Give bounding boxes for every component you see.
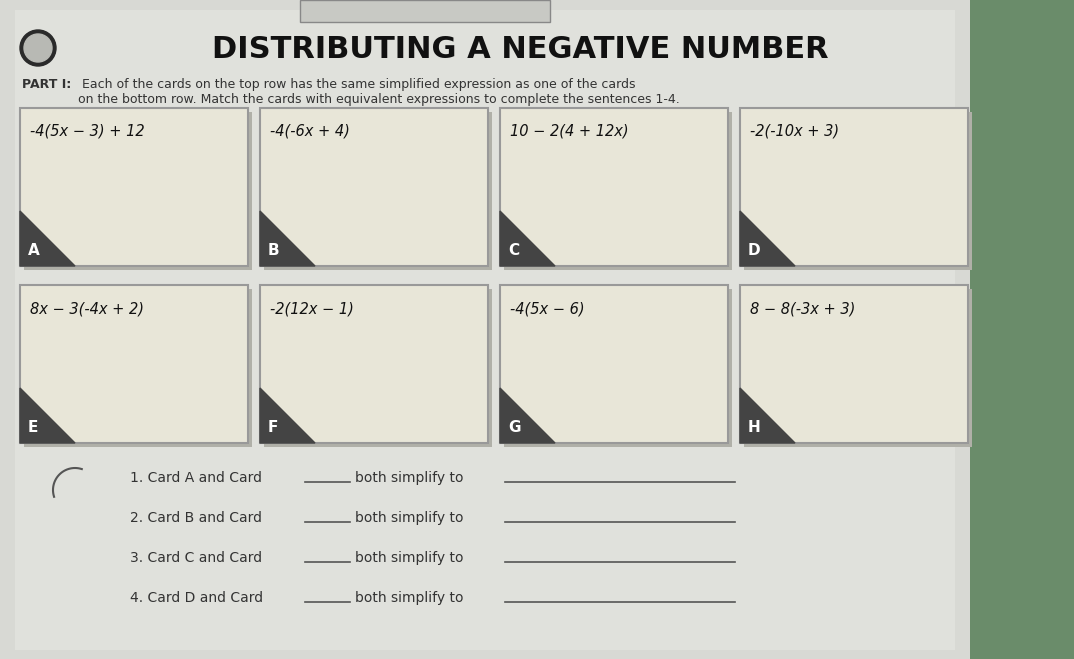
Text: H: H xyxy=(748,420,760,435)
FancyBboxPatch shape xyxy=(740,108,968,266)
Text: 8x − 3(-4x + 2): 8x − 3(-4x + 2) xyxy=(30,301,144,316)
Text: Each of the cards on the top row has the same simplified expression as one of th: Each of the cards on the top row has the… xyxy=(78,78,680,106)
FancyBboxPatch shape xyxy=(740,285,968,443)
Text: 3. Card C and Card: 3. Card C and Card xyxy=(130,551,262,565)
Text: -2(-10x + 3): -2(-10x + 3) xyxy=(750,124,839,139)
Text: D: D xyxy=(748,243,760,258)
Polygon shape xyxy=(500,211,555,266)
Text: C: C xyxy=(508,243,519,258)
FancyBboxPatch shape xyxy=(744,289,972,447)
FancyBboxPatch shape xyxy=(264,112,492,270)
Text: PART I:: PART I: xyxy=(21,78,71,91)
Text: both simplify to: both simplify to xyxy=(355,511,464,525)
Text: both simplify to: both simplify to xyxy=(355,471,464,485)
FancyBboxPatch shape xyxy=(500,108,728,266)
Polygon shape xyxy=(260,388,315,443)
FancyBboxPatch shape xyxy=(950,0,1074,659)
Text: DISTRIBUTING A NEGATIVE NUMBER: DISTRIBUTING A NEGATIVE NUMBER xyxy=(212,36,828,65)
Text: both simplify to: both simplify to xyxy=(355,591,464,605)
Text: both simplify to: both simplify to xyxy=(355,551,464,565)
Text: G: G xyxy=(508,420,521,435)
FancyBboxPatch shape xyxy=(24,289,252,447)
FancyBboxPatch shape xyxy=(744,112,972,270)
Text: 1. Card A and Card: 1. Card A and Card xyxy=(130,471,262,485)
FancyBboxPatch shape xyxy=(20,285,248,443)
Text: 8 − 8(-3x + 3): 8 − 8(-3x + 3) xyxy=(750,301,855,316)
FancyBboxPatch shape xyxy=(504,289,732,447)
Text: -2(12x − 1): -2(12x − 1) xyxy=(270,301,353,316)
FancyBboxPatch shape xyxy=(264,289,492,447)
Polygon shape xyxy=(500,388,555,443)
Text: F: F xyxy=(268,420,278,435)
Polygon shape xyxy=(740,211,795,266)
FancyBboxPatch shape xyxy=(24,112,252,270)
Text: A: A xyxy=(28,243,40,258)
Text: 10 − 2(4 + 12x): 10 − 2(4 + 12x) xyxy=(510,124,628,139)
Text: B: B xyxy=(268,243,279,258)
Text: -4(5x − 6): -4(5x − 6) xyxy=(510,301,584,316)
Polygon shape xyxy=(20,211,75,266)
Circle shape xyxy=(20,30,56,66)
Polygon shape xyxy=(260,211,315,266)
Text: 2. Card B and Card: 2. Card B and Card xyxy=(130,511,262,525)
FancyBboxPatch shape xyxy=(500,285,728,443)
Circle shape xyxy=(24,34,52,62)
FancyBboxPatch shape xyxy=(20,108,248,266)
Text: -4(-6x + 4): -4(-6x + 4) xyxy=(270,124,350,139)
Polygon shape xyxy=(740,388,795,443)
FancyBboxPatch shape xyxy=(260,285,488,443)
Text: E: E xyxy=(28,420,39,435)
FancyBboxPatch shape xyxy=(15,10,955,650)
FancyBboxPatch shape xyxy=(300,0,550,22)
Polygon shape xyxy=(20,388,75,443)
FancyBboxPatch shape xyxy=(0,0,970,659)
Text: -4(5x − 3) + 12: -4(5x − 3) + 12 xyxy=(30,124,145,139)
FancyBboxPatch shape xyxy=(504,112,732,270)
Text: 4. Card D and Card: 4. Card D and Card xyxy=(130,591,263,605)
FancyBboxPatch shape xyxy=(260,108,488,266)
